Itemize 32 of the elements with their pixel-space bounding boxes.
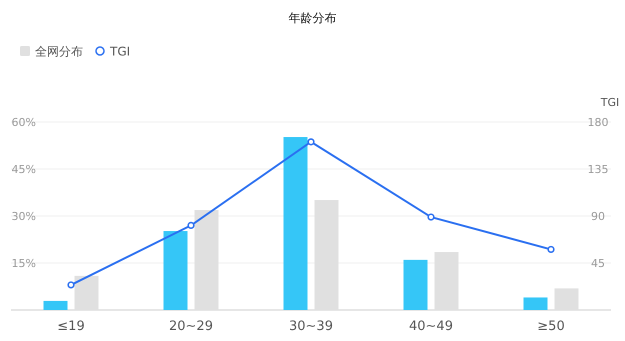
point	[67, 281, 75, 289]
bar	[164, 231, 188, 310]
bar	[74, 276, 98, 310]
y-tick-label: 60%	[12, 116, 36, 129]
x-tick-label: 40~49	[409, 319, 453, 334]
bar	[524, 297, 548, 310]
bar	[434, 252, 458, 310]
y2-tick-label: 45	[591, 257, 605, 270]
bar	[44, 300, 68, 310]
bar	[194, 210, 218, 310]
chart-title: 年龄分布	[288, 11, 336, 25]
y2-tick-label: 135	[588, 163, 608, 176]
y-tick-label: 15%	[12, 257, 36, 270]
bar	[314, 200, 338, 310]
y2-axis-title: TGI	[600, 96, 620, 109]
bar	[404, 260, 428, 310]
x-tick-label: 30~39	[289, 319, 333, 334]
x-tick-label: ≥50	[537, 319, 565, 334]
y2-tick-label: 90	[591, 210, 605, 223]
point	[547, 246, 555, 254]
y2-tick-label: 180	[588, 116, 608, 129]
y-tick-label: 45%	[12, 163, 36, 176]
x-tick-label: ≤19	[57, 319, 85, 334]
legend-label: 全网分布	[35, 44, 83, 58]
point	[427, 213, 435, 221]
x-tick-label: 20~29	[169, 319, 213, 334]
bar	[554, 288, 578, 310]
legend-label: TGI	[109, 44, 130, 58]
point	[307, 138, 315, 146]
bar	[284, 137, 308, 310]
point	[187, 222, 195, 229]
y-tick-label: 30%	[12, 210, 36, 223]
